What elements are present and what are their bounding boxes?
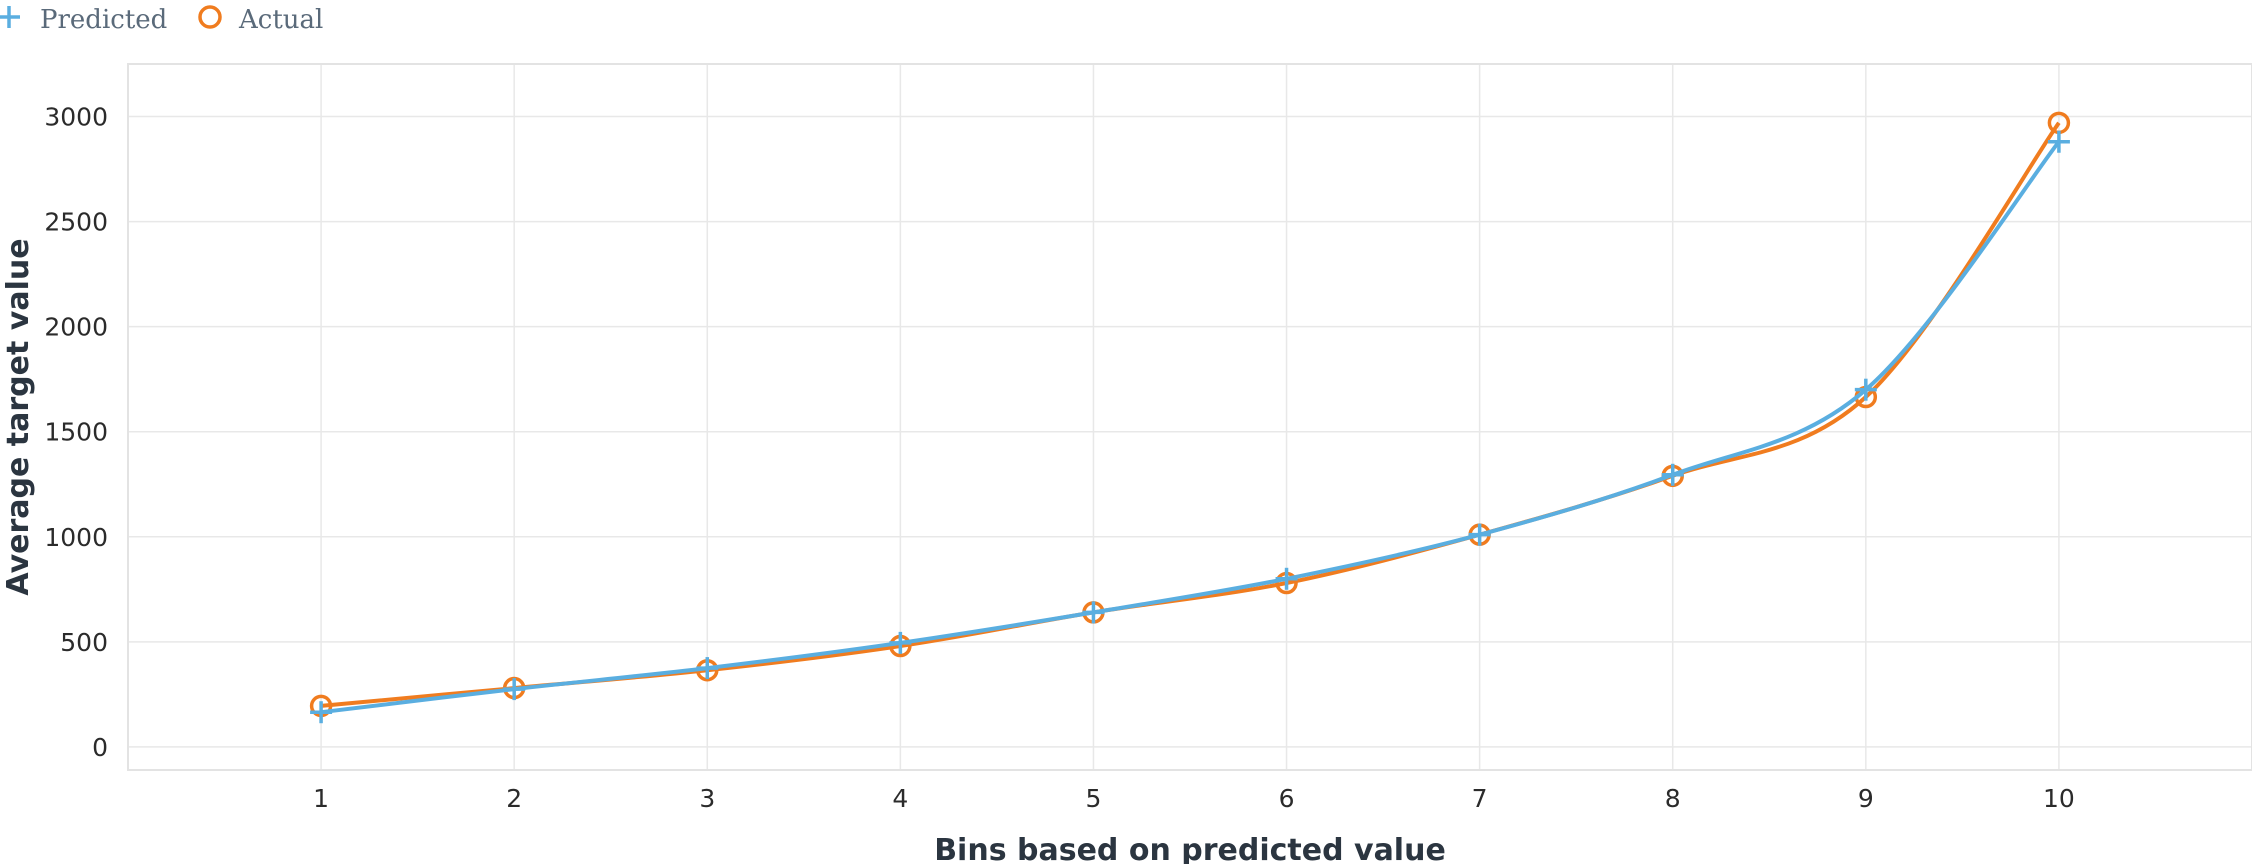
legend-plus-icon: [0, 6, 20, 28]
data-point-predicted: [696, 657, 719, 680]
x-axis-title: Bins based on predicted value: [934, 833, 1446, 864]
x-tick-label: 5: [1086, 784, 1102, 813]
series-actual: [309, 111, 2071, 718]
y-tick-label: 3000: [44, 103, 108, 132]
legend-predicted-marker: [0, 6, 20, 28]
y-tick-label: 2500: [44, 208, 108, 237]
series-predicted: [310, 130, 2070, 724]
y-tick-label: 2000: [44, 313, 108, 342]
data-point-predicted: [1468, 523, 1491, 546]
x-tick-label: 4: [892, 784, 908, 813]
data-point-predicted: [310, 701, 333, 724]
data-point-predicted: [1082, 601, 1105, 624]
x-tick-label: 6: [1279, 784, 1295, 813]
data-point-predicted: [503, 678, 526, 701]
y-tick-label: 1500: [44, 418, 108, 447]
legend-actual-label: Actual: [238, 5, 323, 35]
x-tick-label: 10: [2043, 784, 2075, 813]
x-axis-ticks: 1 2 3 4 5 6 7 8 9 10: [313, 784, 2075, 813]
y-axis-ticks: 0 500 1000 1500 2000 2500 3000: [44, 103, 108, 762]
x-tick-label: 9: [1858, 784, 1874, 813]
grid: [128, 64, 2252, 770]
x-tick-label: 8: [1665, 784, 1681, 813]
x-tick-label: 2: [506, 784, 522, 813]
plot-area: [127, 63, 2252, 771]
legend-item-actual[interactable]: Actual: [198, 5, 323, 35]
legend: Predicted Actual: [0, 5, 323, 35]
series-line-predicted: [320, 140, 2061, 715]
legend-actual-marker: [198, 5, 222, 29]
y-axis-title: Average target value: [1, 238, 36, 595]
data-point-predicted: [1854, 378, 1877, 401]
series-layer: [309, 111, 2071, 724]
data-point-predicted: [889, 631, 912, 654]
x-tick-label: 1: [313, 784, 329, 813]
data-point-predicted: [1275, 567, 1298, 590]
x-tick-label: 3: [699, 784, 715, 813]
y-tick-label: 500: [60, 628, 108, 657]
legend-circle-icon: [198, 5, 222, 29]
legend-item-predicted[interactable]: Predicted: [0, 5, 167, 35]
series-line-actual: [320, 121, 2061, 708]
data-point-predicted: [1661, 463, 1684, 486]
x-tick-label: 7: [1472, 784, 1488, 813]
data-point-predicted: [2047, 130, 2070, 153]
y-tick-label: 1000: [44, 523, 108, 552]
legend-predicted-label: Predicted: [40, 5, 167, 35]
y-tick-label: 0: [92, 733, 108, 762]
